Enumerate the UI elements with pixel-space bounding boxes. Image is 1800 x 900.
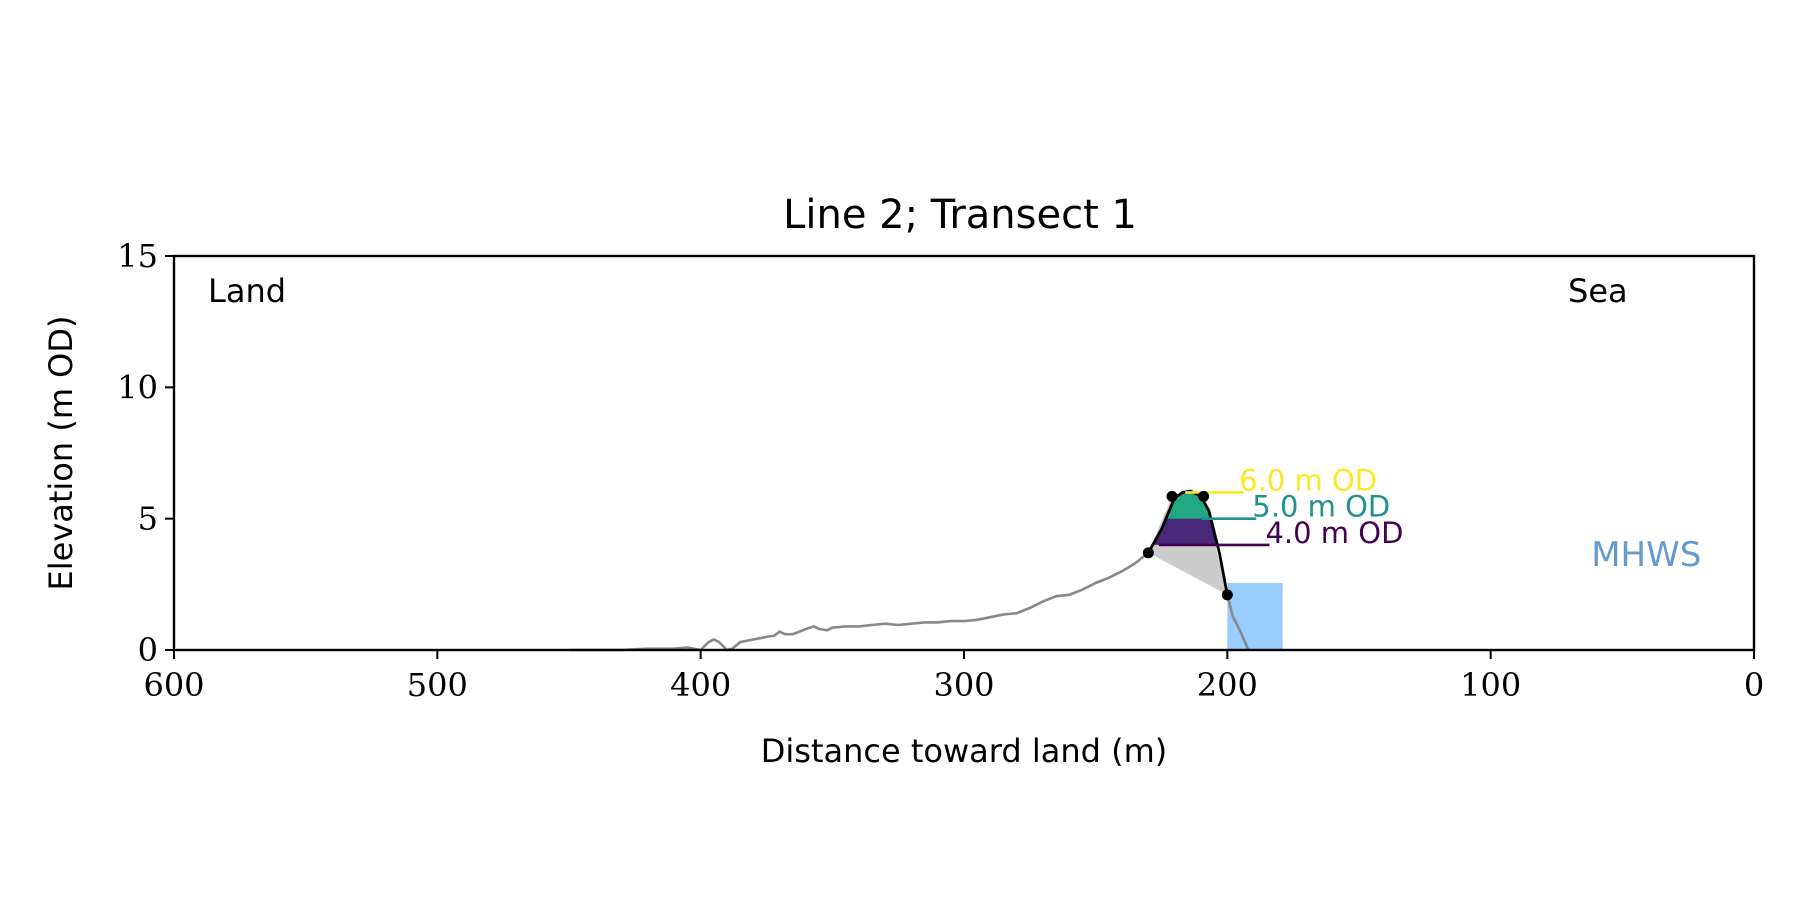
mhws-label: MHWS xyxy=(1591,535,1701,575)
x-tick-label-5: 100 xyxy=(1460,666,1521,704)
x-axis-label: Distance toward land (m) xyxy=(761,732,1167,770)
y-axis: 0 5 10 15 xyxy=(117,237,174,669)
level-label-0: 6.0 m OD xyxy=(1239,463,1377,497)
dune-marker-2 xyxy=(1198,490,1210,502)
chart-title: Line 2; Transect 1 xyxy=(783,192,1137,238)
x-tick-label-0: 600 xyxy=(143,666,204,704)
y-tick-label-2: 10 xyxy=(117,368,158,406)
x-tick-label-6: 0 xyxy=(1744,666,1764,704)
level-label-1: 5.0 m OD xyxy=(1252,490,1390,524)
plot-area: 6.0 m OD5.0 m OD4.0 m OD MHWS xyxy=(569,463,1701,652)
profile-line xyxy=(569,551,1150,652)
x-axis: 600 500 400 300 200 100 0 xyxy=(143,650,1764,704)
x-tick-label-4: 200 xyxy=(1197,666,1258,704)
seaward-slope-line xyxy=(1226,594,1250,651)
y-tick-label-1: 5 xyxy=(138,500,158,538)
dune-marker-1 xyxy=(1166,490,1178,502)
dune-marker-3 xyxy=(1221,589,1233,601)
x-tick-label-1: 500 xyxy=(407,666,468,704)
y-tick-label-3: 15 xyxy=(117,237,158,275)
y-tick-label-0: 0 xyxy=(138,631,158,669)
sea-label: Sea xyxy=(1568,272,1628,310)
land-label: Land xyxy=(208,272,286,310)
x-tick-label-2: 400 xyxy=(670,666,731,704)
plot-frame xyxy=(172,254,1756,652)
y-axis-label: Elevation (m OD) xyxy=(42,316,80,591)
x-tick-label-3: 300 xyxy=(933,666,994,704)
mhws-box xyxy=(1227,583,1283,650)
level-label-2: 4.0 m OD xyxy=(1265,516,1403,550)
dune-marker-0 xyxy=(1142,547,1154,559)
